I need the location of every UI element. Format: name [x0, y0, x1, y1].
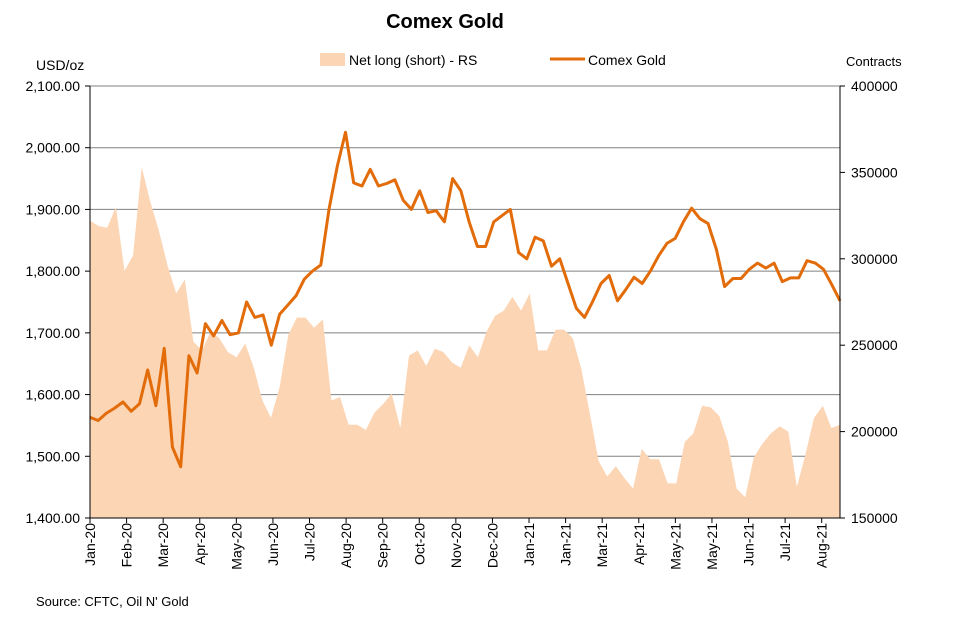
left-tick-label: 1,500.00: [26, 448, 81, 464]
net-long-area: [90, 167, 840, 518]
left-tick-label: 1,800.00: [26, 263, 81, 279]
left-tick-label: 1,700.00: [26, 325, 81, 341]
source-note: Source: CFTC, Oil N' Gold: [36, 594, 189, 609]
net-long-area-group: [90, 167, 840, 518]
tick-labels: 1,400.00 1,500.00 1,600.00 1,700.00 1,800.00…: [26, 78, 898, 570]
x-tick-label: Jul-20: [302, 523, 318, 561]
x-tick-label: Jan-20: [82, 523, 98, 566]
x-tick-label: Sep-20: [375, 523, 391, 568]
x-tick-label: Feb-20: [119, 523, 135, 568]
x-tick-label: Mar-20: [155, 523, 171, 568]
x-tick-label: Jan-21: [558, 523, 574, 566]
left-tick-label: 1,900.00: [26, 201, 81, 217]
right-tick-label: 300000: [851, 251, 898, 267]
legend-area-label: Net long (short) - RS: [349, 52, 477, 68]
x-tick-label: Jun-20: [265, 523, 281, 566]
left-tick-label: 2,100.00: [26, 78, 81, 94]
x-tick-label: Apr-21: [631, 523, 647, 565]
right-tick-label: 150000: [851, 510, 898, 526]
x-tick-label: Jun-21: [741, 523, 757, 566]
x-tick-label: May-21: [667, 523, 683, 570]
x-tick-label: Aug-21: [814, 523, 830, 568]
left-tick-label: 1,600.00: [26, 387, 81, 403]
legend-area-swatch: [320, 53, 345, 66]
axes: [85, 85, 845, 523]
x-tick-label: Mar-21: [594, 523, 610, 568]
left-axis-unit: USD/oz: [36, 57, 84, 73]
legend-line-label: Comex Gold: [588, 52, 666, 68]
x-tick-label: May-21: [704, 523, 720, 570]
x-tick-label: Dec-20: [484, 523, 500, 568]
right-tick-label: 400000: [851, 78, 898, 94]
right-axis-unit: Contracts: [846, 54, 902, 69]
x-tick-label: Apr-20: [192, 523, 208, 565]
comex-gold-line: [89, 130, 842, 469]
x-tick-label: Jan-21: [521, 523, 537, 566]
right-tick-label: 250000: [851, 337, 898, 353]
x-tick-label: Aug-20: [338, 523, 354, 568]
left-tick-label: 1,400.00: [26, 510, 81, 526]
right-tick-label: 200000: [851, 424, 898, 440]
chart-title: Comex Gold: [386, 11, 504, 33]
x-tick-label: Jul-21: [777, 523, 793, 561]
x-tick-label: Nov-20: [448, 523, 464, 568]
right-tick-label: 350000: [851, 164, 898, 180]
comex-gold-line-group: [89, 130, 842, 469]
left-tick-label: 2,000.00: [26, 140, 81, 156]
x-tick-label: Oct-20: [411, 523, 427, 565]
x-tick-label: May-20: [228, 523, 244, 570]
